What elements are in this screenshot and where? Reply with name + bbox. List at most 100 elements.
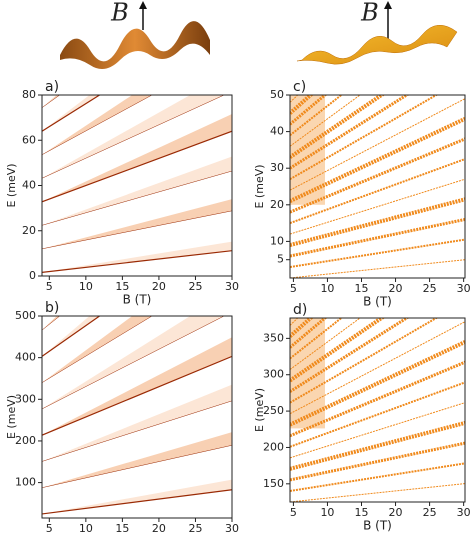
- spectral-edge: [42, 316, 101, 357]
- y-tick-label: 10: [270, 234, 284, 247]
- spectral-branch: [290, 420, 465, 471]
- x-tick-label: 10: [320, 282, 334, 295]
- spectral-edge: [42, 400, 232, 462]
- x-tick-label: 25: [423, 506, 437, 519]
- spectral-branch: [290, 318, 361, 370]
- spectral-branch: [290, 95, 361, 147]
- spectral-edge: [42, 0, 232, 14]
- spectral-edge: [42, 0, 232, 146]
- y-tick-label: 150: [263, 477, 284, 490]
- x-tick-label: 15: [354, 506, 368, 519]
- panel-label: b): [45, 300, 59, 316]
- spectral-edge: [42, 95, 153, 155]
- x-tick-label: 10: [79, 522, 93, 535]
- x-tick-label: 5: [290, 506, 297, 519]
- y-tick-label: 0: [29, 269, 36, 282]
- spectral-band: [42, 199, 232, 249]
- y-tick-label: 300: [15, 392, 36, 405]
- spectral-branch: [290, 381, 465, 448]
- plot-area: [290, 318, 465, 502]
- spectral-edge: [42, 45, 232, 251]
- x-axis-label: B (T): [363, 295, 392, 309]
- y-tick-label: 20: [270, 198, 284, 211]
- y-axis-label: E (meV): [253, 388, 266, 432]
- y-tick-label: 5: [277, 253, 284, 266]
- dense-region: [290, 318, 325, 429]
- field-label: B: [110, 0, 129, 27]
- spectral-band: [42, 156, 232, 226]
- y-tick-label: 200: [263, 440, 284, 453]
- spectral-edge: [42, 316, 153, 383]
- plot-area: [290, 95, 465, 278]
- spectral-branch: [290, 95, 386, 159]
- x-tick-label: 30: [457, 506, 471, 519]
- x-tick-label: 5: [46, 522, 53, 535]
- y-tick-label: 500: [15, 309, 36, 322]
- x-tick-label: 30: [225, 522, 239, 535]
- x-axis-label: B (T): [123, 293, 152, 307]
- spectral-branch: [290, 318, 343, 360]
- spectral-band: [42, 0, 232, 146]
- spectral-band: [42, 241, 232, 273]
- x-tick-label: 20: [389, 506, 403, 519]
- spectral-branch: [290, 95, 343, 137]
- spectral-branch: [290, 259, 465, 278]
- y-tick-label: 100: [15, 476, 36, 489]
- spectral-branch: [290, 483, 465, 502]
- x-tick-label: 10: [79, 280, 93, 293]
- spectral-edge: [42, 170, 232, 226]
- surface: [60, 21, 210, 69]
- y-tick-label: 350: [263, 331, 284, 344]
- x-tick-label: 10: [320, 506, 334, 519]
- y-axis-label: E (meV): [253, 164, 266, 208]
- y-tick-label: 50: [270, 88, 284, 101]
- y-tick-label: 300: [263, 368, 284, 381]
- spectral-band: [42, 114, 232, 202]
- spectral-edge: [42, 355, 232, 436]
- y-tick-label: 200: [15, 434, 36, 447]
- spectral-branch: [290, 318, 386, 383]
- y-tick-label: 20: [22, 224, 36, 237]
- spectral-branch: [290, 318, 410, 393]
- spectral-edge: [42, 489, 232, 515]
- plot-area: [42, 0, 232, 273]
- spectral-band: [42, 337, 232, 436]
- axes-frame: [289, 317, 466, 503]
- x-tick-label: 20: [152, 280, 166, 293]
- spectral-branch: [290, 340, 465, 427]
- spectral-edge: [42, 445, 232, 488]
- illustration-right: B: [296, 0, 458, 65]
- x-tick-label: 5: [290, 282, 297, 295]
- y-axis-label: E (meV): [5, 395, 18, 439]
- surface: [296, 25, 458, 65]
- spectral-branch: [290, 158, 465, 225]
- spectral-branch: [290, 197, 465, 247]
- dense-region: [290, 95, 325, 205]
- spectral-band: [42, 479, 232, 514]
- x-tick-label: 5: [46, 280, 53, 293]
- y-tick-label: 30: [270, 161, 284, 174]
- spectral-branch: [290, 217, 465, 258]
- spectral-edge: [42, 250, 232, 273]
- spectral-edge: [42, 95, 225, 179]
- spectral-branch: [290, 360, 465, 438]
- spectral-edge: [42, 130, 232, 203]
- spectral-branch: [290, 137, 465, 214]
- y-tick-label: 40: [270, 125, 284, 138]
- field-label: B: [360, 0, 379, 27]
- spectral-branch: [290, 238, 465, 269]
- y-tick-label: 80: [22, 88, 36, 101]
- spectral-band: [42, 432, 232, 488]
- x-tick-label: 30: [225, 280, 239, 293]
- illustration-left: B: [60, 0, 210, 69]
- x-tick-label: 25: [423, 282, 437, 295]
- spectral-edge: [42, 95, 101, 132]
- spectral-edge: [42, 0, 232, 173]
- x-tick-label: 25: [188, 522, 202, 535]
- panel-label: d): [293, 302, 307, 318]
- spectral-branch: [290, 462, 465, 492]
- x-tick-label: 25: [188, 280, 202, 293]
- spectral-band: [42, 95, 100, 132]
- y-axis-label: E (meV): [5, 163, 18, 207]
